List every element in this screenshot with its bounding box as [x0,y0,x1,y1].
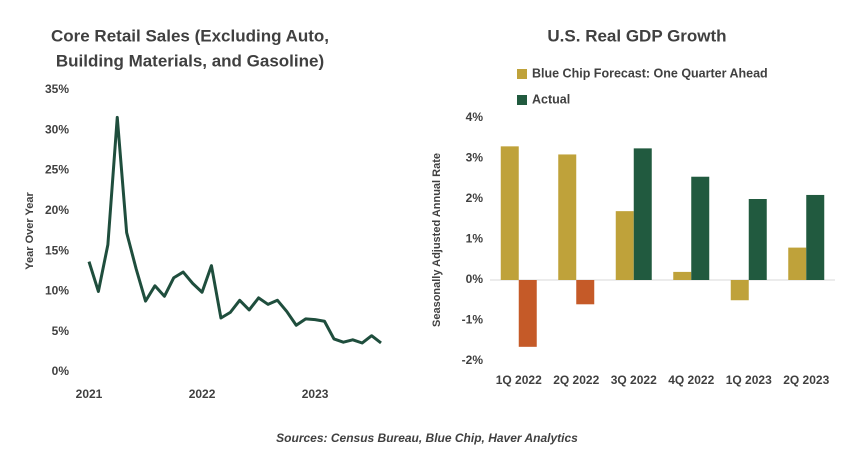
bar [576,280,595,305]
x-tick-label: 2021 [76,387,103,401]
bar [500,146,519,280]
legend-swatch [517,95,527,105]
chart-title: Core Retail Sales (Excluding Auto, [51,26,329,45]
y-tick-label: 30% [45,122,69,136]
legend-swatch [517,69,527,79]
bar [788,247,807,280]
bar [730,280,749,301]
x-tick-label: 2Q 2022 [553,373,599,387]
bar [633,148,652,280]
y-tick-label: 4% [466,110,484,124]
y-axis-label: Year Over Year [24,192,36,270]
chart-title: Building Materials, and Gasoline) [56,51,324,70]
y-tick-label: 5% [52,324,70,338]
x-tick-label: 2023 [302,387,329,401]
source-note: Sources: Census Bureau, Blue Chip, Haver… [276,431,578,445]
y-tick-label: 1% [466,232,484,246]
bar [691,176,710,280]
bar [615,211,634,280]
chart-title: U.S. Real GDP Growth [547,26,726,45]
legend-label: Blue Chip Forecast: One Quarter Ahead [532,66,768,80]
x-tick-label: 2Q 2023 [783,373,829,387]
line-series [87,115,382,345]
y-tick-label: -2% [462,353,484,367]
y-tick-label: 2% [466,191,484,205]
x-tick-label: 2022 [189,387,216,401]
x-tick-label: 3Q 2022 [611,373,657,387]
x-tick-label: 1Q 2022 [496,373,542,387]
bar [558,154,577,280]
y-tick-label: 3% [466,151,484,165]
x-tick-label: 4Q 2022 [668,373,714,387]
y-tick-label: 0% [52,364,70,378]
y-tick-label: 20% [45,203,69,217]
legend-label: Actual [532,92,570,106]
y-tick-label: 0% [466,272,484,286]
bar [806,194,825,280]
bar [518,280,537,347]
y-tick-label: -1% [462,313,484,327]
bar [673,271,692,280]
y-tick-label: 10% [45,284,69,298]
y-tick-label: 15% [45,243,69,257]
y-tick-label: 35% [45,82,69,96]
x-tick-label: 1Q 2023 [726,373,772,387]
bar [748,199,767,280]
y-axis-label: Seasonally Adjusted Annual Rate [431,153,443,327]
y-tick-label: 25% [45,163,69,177]
